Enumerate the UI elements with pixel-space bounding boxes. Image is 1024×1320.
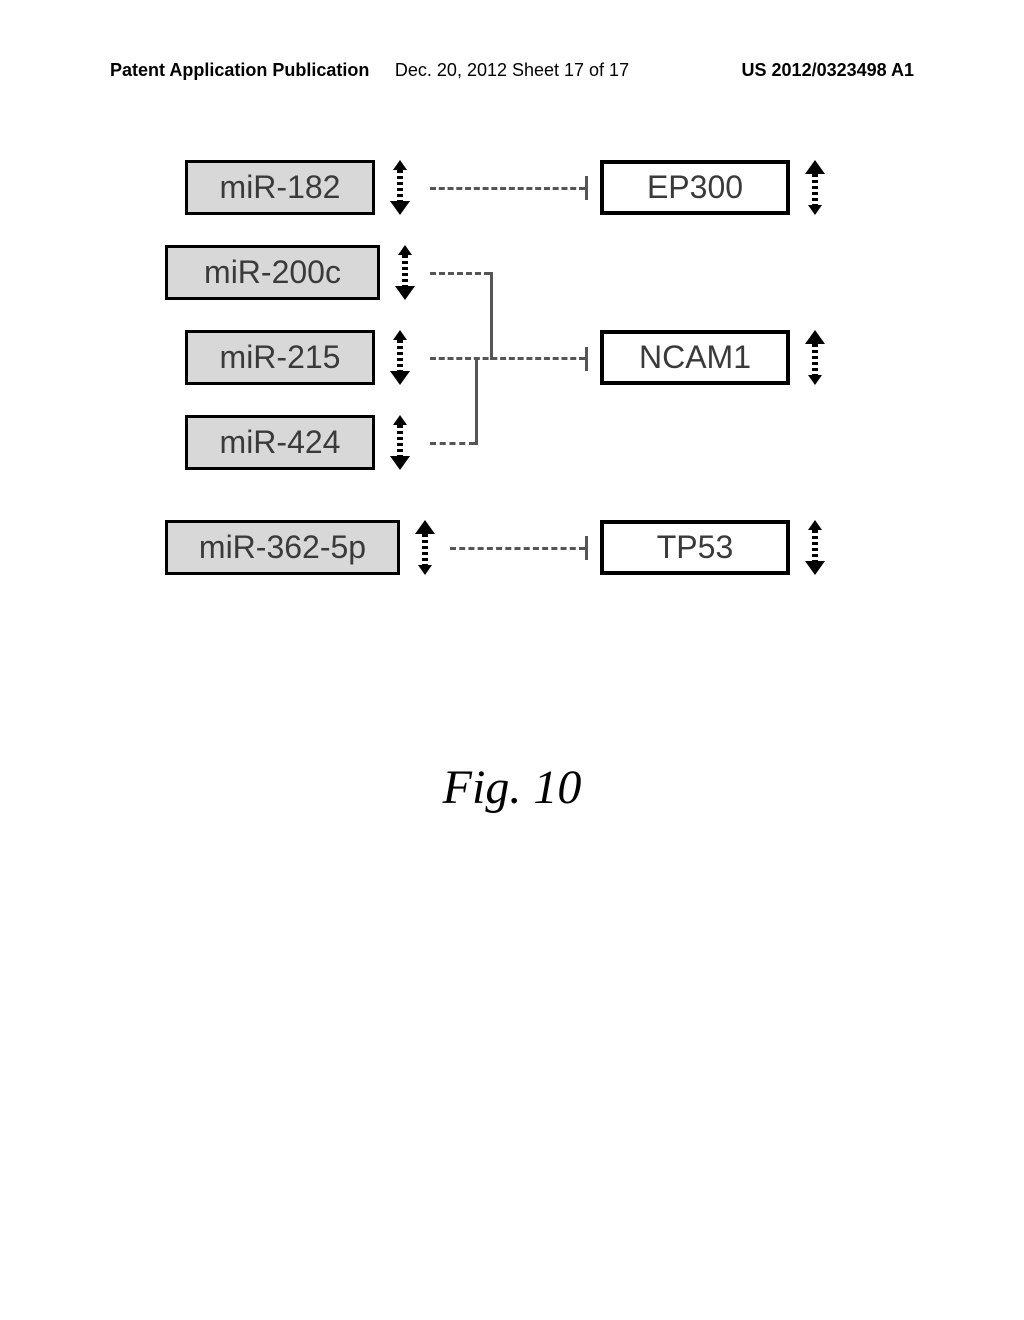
connector-line (430, 442, 475, 445)
label-mir3625p: miR-362-5p (199, 529, 366, 566)
label-tp53: TP53 (657, 529, 733, 566)
box-mir215: miR-215 (185, 330, 375, 385)
arrow-up-icon (805, 330, 825, 385)
label-mir200c: miR-200c (204, 254, 341, 291)
inhibit-cap-icon (585, 536, 588, 560)
arrow-down-icon (390, 160, 410, 215)
label-ncam1: NCAM1 (639, 339, 751, 376)
vertical-connector (490, 272, 493, 360)
header-date-sheet: Dec. 20, 2012 Sheet 17 of 17 (395, 60, 629, 81)
mirna-gene-diagram: miR-182 miR-200c miR-215 miR-424 miR-362… (165, 160, 875, 660)
label-mir424: miR-424 (220, 424, 341, 461)
label-mir182: miR-182 (220, 169, 341, 206)
inhibit-cap-icon (585, 347, 588, 371)
box-mir200c: miR-200c (165, 245, 380, 300)
box-ncam1: NCAM1 (600, 330, 790, 385)
connector-line (430, 357, 585, 360)
label-mir215: miR-215 (220, 339, 341, 376)
arrow-up-icon (805, 160, 825, 215)
header-patent-number: US 2012/0323498 A1 (742, 60, 914, 81)
inhibit-cap-icon (585, 176, 588, 200)
arrow-down-icon (395, 245, 415, 300)
connector-line (450, 547, 585, 550)
arrow-down-icon (805, 520, 825, 575)
label-ep300: EP300 (647, 169, 743, 206)
header-pub-type: Patent Application Publication (110, 60, 369, 81)
box-mir182: miR-182 (185, 160, 375, 215)
vertical-connector (475, 357, 478, 445)
box-mir3625p: miR-362-5p (165, 520, 400, 575)
box-tp53: TP53 (600, 520, 790, 575)
figure-caption: Fig. 10 (0, 760, 1024, 815)
arrow-down-icon (390, 415, 410, 470)
page-header: Patent Application Publication Dec. 20, … (0, 60, 1024, 81)
connector-line (430, 187, 585, 190)
arrow-up-icon (415, 520, 435, 575)
box-ep300: EP300 (600, 160, 790, 215)
box-mir424: miR-424 (185, 415, 375, 470)
connector-line (430, 272, 490, 275)
arrow-down-icon (390, 330, 410, 385)
